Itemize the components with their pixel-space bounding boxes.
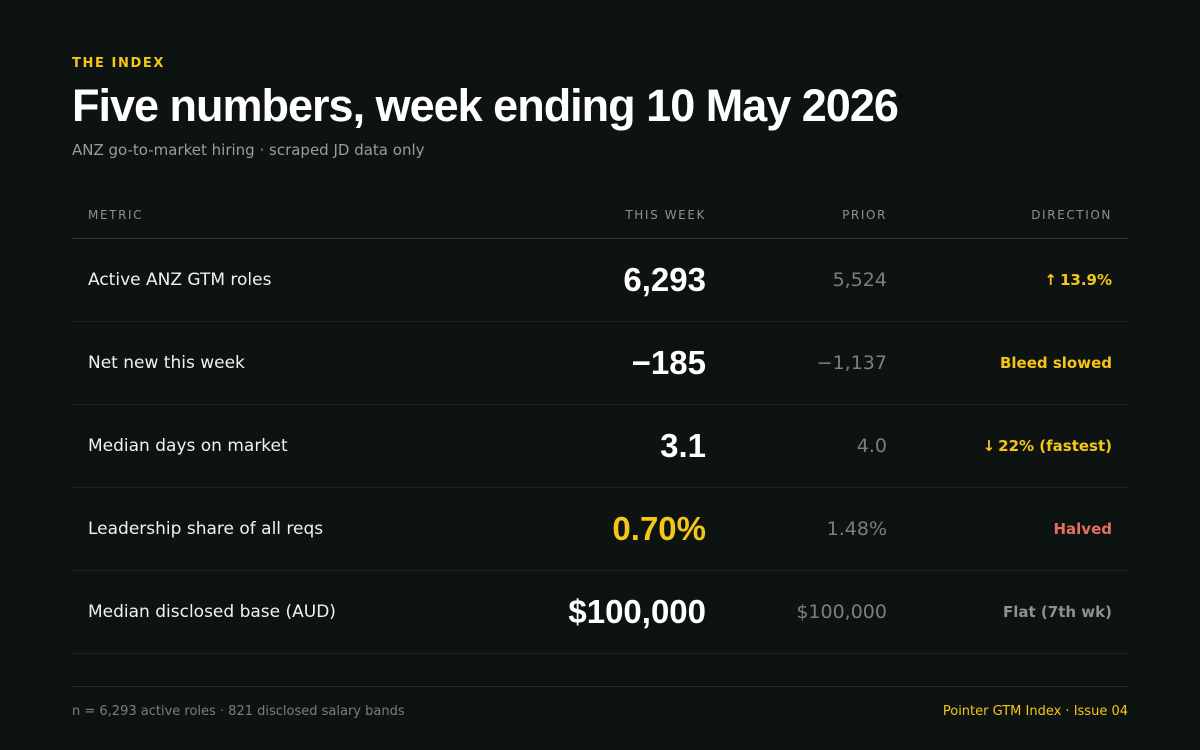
- column-header-direction: DIRECTION: [1031, 208, 1112, 222]
- metric-label: Median days on market: [88, 436, 288, 456]
- prior-value: 1.48%: [826, 518, 887, 540]
- table-row: Net new this week −185 −1,137 Bleed slow…: [72, 322, 1128, 405]
- metric-label: Median disclosed base (AUD): [88, 602, 336, 622]
- page-title: Five numbers, week ending 10 May 2026: [72, 80, 899, 131]
- direction-indicator: ↓ 22% (fastest): [983, 405, 1112, 487]
- metric-label: Net new this week: [88, 353, 245, 373]
- footer-divider: [72, 686, 1128, 687]
- prior-value: 5,524: [832, 269, 887, 291]
- arrow-up-icon: ↑: [1044, 271, 1057, 289]
- this-week-value: $100,000: [568, 593, 706, 630]
- this-week-value: 0.70%: [612, 510, 706, 547]
- direction-indicator: ↑ 13.9%: [1044, 239, 1112, 321]
- prior-value: −1,137: [816, 352, 887, 374]
- section-eyebrow: THE INDEX: [72, 56, 165, 71]
- this-week-value: −185: [631, 344, 706, 381]
- table-row: Median disclosed base (AUD) $100,000 $10…: [72, 571, 1128, 654]
- prior-value: $100,000: [796, 601, 887, 623]
- prior-value: 4.0: [856, 435, 887, 457]
- metric-label: Leadership share of all reqs: [88, 519, 324, 539]
- direction-text: Halved: [1053, 520, 1112, 538]
- index-card: THE INDEX Five numbers, week ending 10 M…: [72, 0, 1128, 750]
- page-subtitle: ANZ go-to-market hiring · scraped JD dat…: [72, 141, 425, 159]
- direction-text: 13.9%: [1059, 271, 1112, 289]
- direction-text: Bleed slowed: [999, 354, 1112, 372]
- metric-label: Active ANZ GTM roles: [88, 270, 272, 290]
- direction-text: Flat (7th wk): [1003, 603, 1112, 621]
- footer-sample-note: n = 6,293 active roles · 821 disclosed s…: [72, 704, 405, 719]
- direction-text: 22% (fastest): [998, 437, 1112, 455]
- arrow-down-icon: ↓: [982, 437, 996, 455]
- table-row: Median days on market 3.1 4.0 ↓ 22% (fas…: [72, 405, 1128, 488]
- column-header-metric: METRIC: [88, 208, 144, 222]
- this-week-value: 3.1: [660, 427, 706, 464]
- column-header-prior: PRIOR: [842, 208, 887, 222]
- footer-publication: Pointer GTM Index · Issue 04: [942, 704, 1128, 719]
- table-header: METRIC THIS WEEK PRIOR DIRECTION: [72, 196, 1128, 239]
- this-week-value: 6,293: [623, 261, 706, 298]
- table-row: Leadership share of all reqs 0.70% 1.48%…: [72, 488, 1128, 571]
- column-header-this-week: THIS WEEK: [625, 208, 706, 222]
- table-row: Active ANZ GTM roles 6,293 5,524 ↑ 13.9%: [72, 239, 1128, 322]
- metrics-table: METRIC THIS WEEK PRIOR DIRECTION Active …: [72, 196, 1128, 654]
